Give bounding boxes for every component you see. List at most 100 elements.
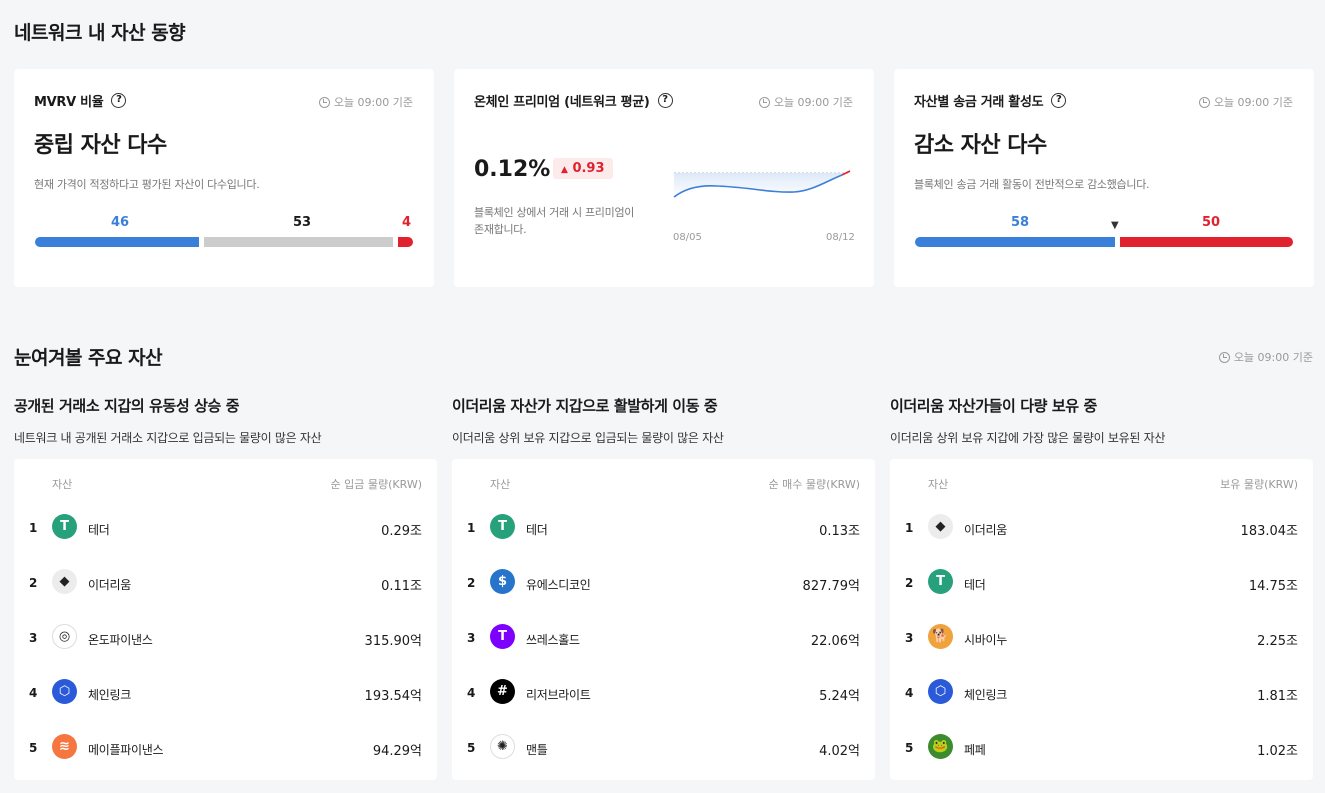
rank: 2 [467, 576, 476, 590]
column-title: 공개된 거래소 지갑의 유동성 상승 중 [14, 397, 240, 415]
asset-name: 맨틀 [526, 743, 548, 757]
header-asset: 자산 [928, 478, 949, 491]
rank: 5 [467, 741, 476, 755]
asset-name: 리저브라이트 [526, 688, 591, 702]
header-asset: 자산 [52, 478, 73, 491]
asset-value: 193.54억 [364, 689, 422, 704]
asset-value: 183.04조 [1240, 524, 1298, 539]
table-row[interactable]: 2 $ 유에스디코인 827.79억 [452, 557, 875, 612]
asset-name: 쓰레스홀드 [526, 633, 580, 647]
table-row[interactable]: 2 ◆ 이더리움 0.11조 [14, 557, 437, 612]
table-row[interactable]: 3 🐕 시바이누 2.25조 [890, 612, 1313, 667]
bar-label-neutral: 53 [293, 215, 312, 230]
ondo-icon: ◎ [52, 624, 77, 649]
table-row[interactable]: 1 T 테더 0.13조 [452, 502, 875, 557]
table-row[interactable]: 1 T 테더 0.29조 [14, 502, 437, 557]
asset-value: 5.24억 [819, 689, 860, 704]
column-subtitle: 이더리움 상위 보유 지갑으로 입금되는 물량이 많은 자산 [452, 431, 724, 445]
help-icon[interactable]: ? [1051, 93, 1067, 108]
asset-value: 315.90억 [364, 634, 422, 649]
timestamp-label: 오늘 09:00 기준 [773, 96, 853, 109]
up-arrow-icon: ▲ [561, 165, 568, 175]
table-row[interactable]: 5 ✺ 맨틀 4.02억 [452, 722, 875, 777]
rank: 3 [467, 631, 476, 645]
timestamp: 오늘 09:00 기준 [1198, 94, 1293, 110]
table-row[interactable]: 5 🐸 페페 1.02조 [890, 722, 1313, 777]
clock-icon [758, 96, 770, 108]
timestamp: 오늘 09:00 기준 [758, 94, 853, 110]
chainlink-icon: ⬡ [928, 679, 953, 704]
bar-label-overvalued: 4 [402, 215, 412, 230]
table-row[interactable]: 3 ◎ 온도파이낸스 315.90억 [14, 612, 437, 667]
asset-name: 온도파이낸스 [88, 633, 153, 647]
header-value: 보유 물량(KRW) [1220, 478, 1298, 491]
table-row[interactable]: 1 ◆ 이더리움 183.04조 [890, 502, 1313, 557]
usdc-icon: $ [490, 569, 515, 594]
column-title: 이더리움 자산가 지갑으로 활발하게 이동 중 [452, 397, 718, 415]
marker-down-icon: ▼ [1111, 220, 1119, 231]
ethereum-icon: ◆ [52, 569, 77, 594]
header-value: 순 입금 물량(KRW) [330, 478, 422, 491]
header-value: 순 매수 물량(KRW) [768, 478, 860, 491]
change-badge: ▲ 0.93 [553, 158, 613, 179]
asset-value: 4.02억 [819, 744, 860, 759]
table-row[interactable]: 4 ⬡ 체인링크 1.81조 [890, 667, 1313, 722]
timestamp: 오늘 09:00 기준 [1218, 349, 1313, 365]
maple-icon: ≋ [52, 734, 77, 759]
bar-segment-neutral [204, 237, 393, 247]
table-row[interactable]: 5 ≋ 메이플파이낸스 94.29억 [14, 722, 437, 777]
asset-name: 시바이누 [964, 633, 1007, 647]
bar-segment-overvalued [398, 237, 413, 247]
shiba-inu-icon: 🐕 [928, 624, 953, 649]
rank: 1 [467, 521, 476, 535]
asset-name: 메이플파이낸스 [88, 743, 164, 757]
description: 블록체인 상에서 거래 시 프리미엄이 존재합니다. [474, 206, 635, 236]
card-title-activity: 자산별 송금 거래 활성도 ? [914, 91, 1067, 110]
column-title: 이더리움 자산가들이 다량 보유 중 [890, 397, 1097, 415]
transfer-activity-card[interactable]: 자산별 송금 거래 활성도 ? 오늘 09:00 기준 감소 자산 다수 블록체… [894, 69, 1314, 287]
header-asset: 자산 [490, 478, 511, 491]
card-title-label: 온체인 프리미엄 (네트워크 평균) [474, 95, 650, 110]
help-icon[interactable]: ? [657, 93, 673, 108]
premium-line [673, 174, 843, 198]
pepe-icon: 🐸 [928, 734, 953, 759]
asset-name: 체인링크 [88, 688, 131, 702]
asset-value: 1.02조 [1257, 744, 1298, 759]
asset-name: 이더리움 [964, 523, 1007, 537]
bar-label-increase: 58 [1011, 215, 1030, 230]
table-row[interactable]: 2 T 테더 14.75조 [890, 557, 1313, 612]
asset-name: 테더 [88, 523, 110, 537]
asset-value: 14.75조 [1248, 579, 1298, 594]
table-row[interactable]: 4 ⬡ 체인링크 193.54억 [14, 667, 437, 722]
section-title-network-trends: 네트워크 내 자산 동향 [14, 22, 186, 44]
help-icon[interactable]: ? [111, 93, 127, 108]
asset-value: 1.81조 [1257, 689, 1298, 704]
bar-segment-decrease [1120, 237, 1293, 247]
reserve-rights-icon: # [490, 679, 515, 704]
mvrv-card[interactable]: MVRV 비율 ? 오늘 09:00 기준 중립 자산 다수 현재 가격이 적정… [14, 69, 434, 287]
premium-sparkline [673, 170, 851, 198]
asset-name: 체인링크 [964, 688, 1007, 702]
table-row[interactable]: 4 # 리저브라이트 5.24억 [452, 667, 875, 722]
card-title-premium: 온체인 프리미엄 (네트워크 평균) ? [474, 91, 673, 110]
asset-table: 자산 보유 물량(KRW) 1 ◆ 이더리움 183.04조 2 T 테더 14.75조 3 🐕 시바이… [890, 459, 1313, 780]
column-subtitle: 이더리움 상위 보유 지갑에 가장 많은 물량이 보유된 자산 [890, 431, 1166, 445]
chart-end-date: 08/12 [826, 232, 855, 243]
asset-name: 페페 [964, 743, 986, 757]
rank: 4 [29, 686, 38, 700]
asset-name: 유에스디코인 [526, 578, 591, 592]
area-fill [674, 171, 850, 197]
mantle-icon: ✺ [490, 734, 515, 759]
timestamp-label: 오늘 09:00 기준 [1213, 96, 1293, 109]
onchain-premium-card[interactable]: 온체인 프리미엄 (네트워크 평균) ? 오늘 09:00 기준 0.12% ▲… [454, 69, 874, 287]
asset-value: 22.06억 [810, 634, 860, 649]
tether-icon: T [52, 514, 77, 539]
card-title-label: MVRV 비율 [34, 95, 104, 110]
rank: 5 [29, 741, 38, 755]
rank: 4 [905, 686, 914, 700]
threshold-icon: T [490, 624, 515, 649]
table-row[interactable]: 3 T 쓰레스홀드 22.06억 [452, 612, 875, 667]
asset-value: 0.13조 [819, 524, 860, 539]
